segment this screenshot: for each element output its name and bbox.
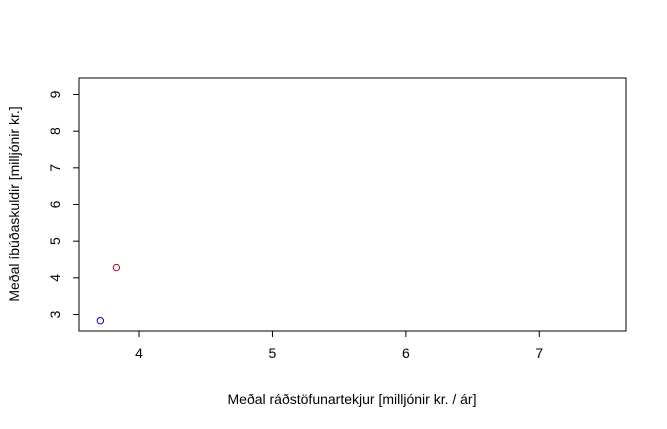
- y-tick-label: 4: [47, 274, 63, 282]
- x-tick-label: 6: [402, 345, 410, 361]
- plot-frame: [78, 77, 627, 332]
- y-axis: 3 4 5 6 7 8 9: [47, 90, 80, 318]
- y-tick-label: 8: [47, 127, 63, 135]
- data-point: [96, 317, 105, 325]
- x-tick-label: 7: [535, 345, 543, 361]
- x-axis-label: Meðal ráðstöfunartekjur [milljónir kr. /…: [228, 391, 477, 407]
- y-tick-label: 7: [47, 164, 63, 172]
- x-tick-label: 4: [135, 345, 143, 361]
- x-tick-label: 5: [269, 345, 277, 361]
- data-point: [112, 263, 121, 272]
- y-tick-label: 3: [47, 310, 63, 318]
- y-tick-label: 6: [47, 200, 63, 208]
- y-tick-label: 5: [47, 237, 63, 245]
- data-points: [96, 263, 121, 325]
- y-tick-label: 9: [47, 90, 63, 98]
- y-axis-label: Meðal íbúðaskuldir [milljónir kr.]: [6, 106, 22, 301]
- x-axis: 4 5 6 7: [135, 330, 543, 361]
